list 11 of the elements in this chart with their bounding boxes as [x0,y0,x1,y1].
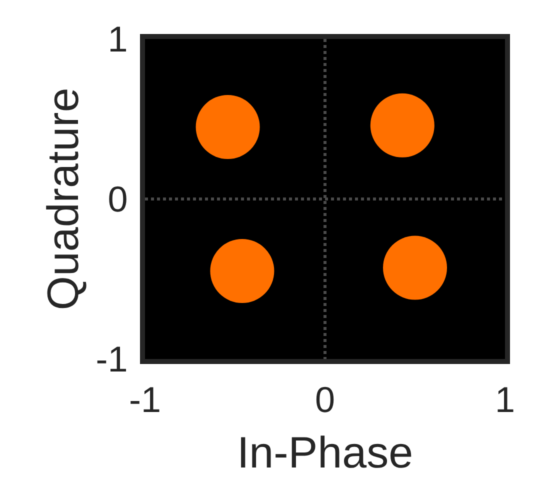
point [383,236,447,300]
point [210,239,274,303]
point [370,93,434,158]
y-tick-label: -1 [96,338,128,380]
x-tick-label: 0 [314,379,336,420]
point [196,95,260,159]
y-tick-label: 1 [108,18,128,60]
x-axis-title: In-Phase [236,428,414,478]
y-tick-label: 0 [108,178,128,220]
x-tick-label: 1 [494,379,516,420]
y-axis-title: Quadrature [38,88,88,310]
